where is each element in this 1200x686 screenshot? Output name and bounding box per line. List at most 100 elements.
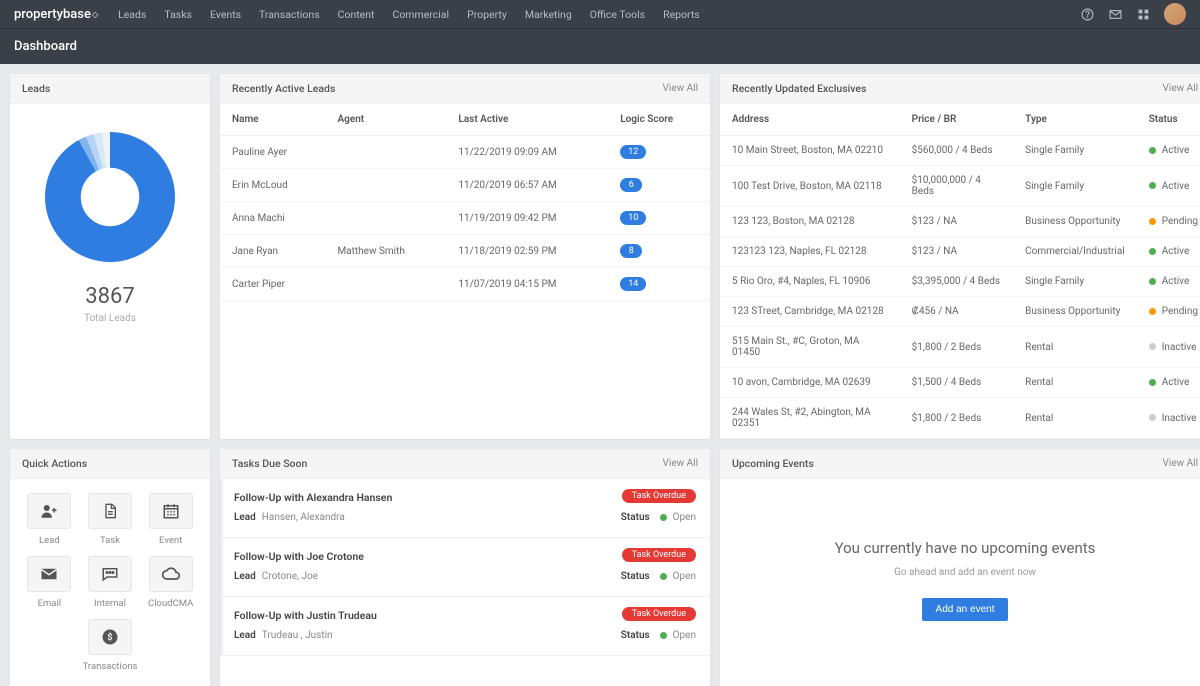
status-dot-icon <box>1149 414 1156 421</box>
quick-action-label: CloudCMA <box>148 598 193 609</box>
table-row[interactable]: 10 avon, Cambridge, MA 02639 $1,500 / 4 … <box>720 368 1200 398</box>
exclusives-body: AddressPrice / BRTypeStatus 10 Main Stre… <box>720 104 1200 439</box>
exclusive-price: $1,500 / 4 Beds <box>900 368 1014 398</box>
quick-action-task[interactable]: Task <box>85 493 136 546</box>
quick-action-lead[interactable]: Lead <box>24 493 75 546</box>
user-avatar[interactable] <box>1164 3 1186 25</box>
table-row[interactable]: 123 STreet, Cambridge, MA 02128 ₡456 / N… <box>720 297 1200 327</box>
events-empty-state: You currently have no upcoming events Go… <box>720 479 1200 681</box>
nav-item-office-tools[interactable]: Office Tools <box>590 8 645 21</box>
quick-action-cloudcma[interactable]: CloudCMA <box>145 556 196 609</box>
score-pill: 14 <box>620 277 646 291</box>
exclusive-type: Single Family <box>1013 267 1137 297</box>
table-row[interactable]: 10 Main Street, Boston, MA 02210 $560,00… <box>720 136 1200 166</box>
task-item[interactable]: Task Overdue Follow-Up with Joe Crotone … <box>220 538 710 597</box>
column-header: Type <box>1013 104 1137 136</box>
task-lead: LeadCrotone, Joe <box>234 571 318 582</box>
table-row[interactable]: Jane Ryan Matthew Smith 11/18/2019 02:59… <box>220 235 710 268</box>
nav-item-property[interactable]: Property <box>467 8 507 21</box>
tasks-viewall[interactable]: View All <box>663 458 698 469</box>
table-row[interactable]: Anna Machi 11/19/2019 09:42 PM 10 <box>220 202 710 235</box>
exclusive-type: Rental <box>1013 368 1137 398</box>
status-dot-icon <box>1149 343 1156 350</box>
exclusive-status: Active <box>1137 237 1200 267</box>
nav-item-marketing[interactable]: Marketing <box>525 8 572 21</box>
lead-name: Erin McLoud <box>220 169 325 202</box>
quick-action-transactions[interactable]: $ Transactions <box>24 619 196 672</box>
apps-icon[interactable] <box>1136 7 1150 21</box>
active-leads-table: NameAgentLast ActiveLogic Score Pauline … <box>220 104 710 301</box>
task-overdue-badge: Task Overdue <box>622 607 696 621</box>
status-dot-icon <box>1149 379 1156 386</box>
score-pill: 6 <box>620 178 642 192</box>
exclusive-address: 244 Wales St, #2, Abington, MA 02351 <box>720 398 900 439</box>
exclusive-status: Active <box>1137 166 1200 207</box>
lead-last-active: 11/19/2019 09:42 PM <box>446 202 608 235</box>
brand-logo[interactable]: propertybase◇ <box>14 7 98 22</box>
exclusive-status: Inactive <box>1137 327 1200 368</box>
mail-icon[interactable] <box>1108 7 1122 21</box>
exclusives-title: Recently Updated Exclusives <box>732 82 866 95</box>
exclusive-type: Single Family <box>1013 166 1137 207</box>
nav-item-commercial[interactable]: Commercial <box>392 8 449 21</box>
exclusive-status: Active <box>1137 136 1200 166</box>
column-header: Address <box>720 104 900 136</box>
leads-total-value: 3867 <box>85 284 134 309</box>
task-item[interactable]: Task Overdue Follow-Up with Alexandra Ha… <box>220 479 710 538</box>
dashboard-grid-row1: Leads 3867 Total Leads Recently Active L… <box>0 64 1200 439</box>
exclusive-type: Commercial/Industrial <box>1013 237 1137 267</box>
quick-action-email[interactable]: Email <box>24 556 75 609</box>
user-plus-icon <box>27 493 71 529</box>
add-event-button[interactable]: Add an event <box>922 598 1009 621</box>
tasks-body: Task Overdue Follow-Up with Alexandra Ha… <box>220 479 710 656</box>
page-title: Dashboard <box>14 39 77 54</box>
table-row[interactable]: Pauline Ayer 11/22/2019 09:09 AM 12 <box>220 136 710 169</box>
task-item[interactable]: Task Overdue Follow-Up with Justin Trude… <box>220 597 710 656</box>
table-row[interactable]: Carter Piper 11/07/2019 04:15 PM 14 <box>220 268 710 301</box>
table-row[interactable]: 123123 123, Naples, FL 02128 $123 / NA C… <box>720 237 1200 267</box>
dollar-icon: $ <box>88 619 132 655</box>
table-row[interactable]: 123 123, Boston, MA 02128 $123 / NA Busi… <box>720 207 1200 237</box>
nav-item-tasks[interactable]: Tasks <box>164 8 192 21</box>
table-row[interactable]: 244 Wales St, #2, Abington, MA 02351 $1,… <box>720 398 1200 439</box>
nav-item-reports[interactable]: Reports <box>663 8 700 21</box>
exclusives-viewall[interactable]: View All <box>1163 83 1198 94</box>
lead-score: 14 <box>608 268 710 301</box>
quick-actions-card: Quick Actions Lead Task Event Email Inte… <box>10 449 210 686</box>
column-header: Price / BR <box>900 104 1014 136</box>
events-empty-heading: You currently have no upcoming events <box>835 539 1096 557</box>
status-dot-icon <box>1149 218 1156 225</box>
table-row[interactable]: 5 Rio Oro, #4, Naples, FL 10906 $3,395,0… <box>720 267 1200 297</box>
table-row[interactable]: 100 Test Drive, Boston, MA 02118 $10,000… <box>720 166 1200 207</box>
exclusive-status: Inactive <box>1137 398 1200 439</box>
task-status: StatusOpen <box>621 571 696 582</box>
exclusive-status: Pending <box>1137 207 1200 237</box>
quick-action-internal[interactable]: Internal <box>85 556 136 609</box>
table-row[interactable]: Erin McLoud 11/20/2019 06:57 AM 6 <box>220 169 710 202</box>
nav-item-events[interactable]: Events <box>210 8 241 21</box>
exclusive-price: $3,395,000 / 4 Beds <box>900 267 1014 297</box>
exclusive-status: Pending <box>1137 297 1200 327</box>
exclusive-type: Rental <box>1013 327 1137 368</box>
topbar-right <box>1080 3 1186 25</box>
active-leads-title: Recently Active Leads <box>232 82 335 95</box>
quick-action-label: Email <box>38 598 62 609</box>
lead-last-active: 11/18/2019 02:59 PM <box>446 235 608 268</box>
status-dot-icon <box>1149 182 1156 189</box>
tasks-title: Tasks Due Soon <box>232 457 307 470</box>
quick-action-event[interactable]: Event <box>145 493 196 546</box>
nav-item-content[interactable]: Content <box>338 8 375 21</box>
nav-item-leads[interactable]: Leads <box>118 8 146 21</box>
events-viewall[interactable]: View All <box>1163 458 1198 469</box>
active-leads-viewall[interactable]: View All <box>663 83 698 94</box>
exclusive-address: 5 Rio Oro, #4, Naples, FL 10906 <box>720 267 900 297</box>
exclusive-address: 123 123, Boston, MA 02128 <box>720 207 900 237</box>
lead-last-active: 11/20/2019 06:57 AM <box>446 169 608 202</box>
help-icon[interactable] <box>1080 7 1094 21</box>
cloud-icon <box>149 556 193 592</box>
lead-agent: Matthew Smith <box>325 235 446 268</box>
exclusives-card: Recently Updated Exclusives View All Add… <box>720 74 1200 439</box>
status-dot-icon <box>1149 248 1156 255</box>
table-row[interactable]: 515 Main St., #C, Groton, MA 01450 $1,80… <box>720 327 1200 368</box>
nav-item-transactions[interactable]: Transactions <box>259 8 320 21</box>
